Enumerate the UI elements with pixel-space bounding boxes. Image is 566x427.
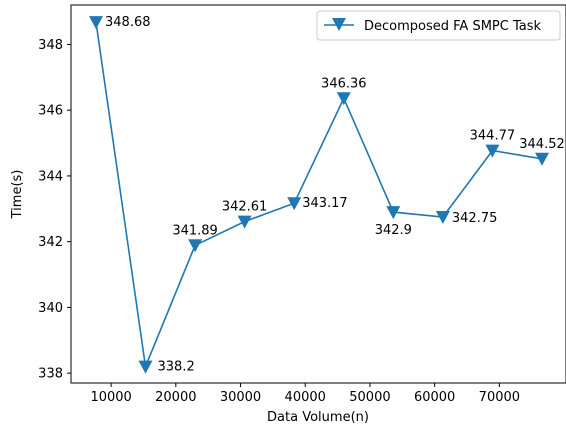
y-tick-label: 344 — [38, 169, 63, 184]
series-layer — [89, 16, 549, 374]
y-tick-label: 348 — [38, 38, 63, 53]
y-tick-label: 342 — [38, 235, 63, 250]
x-tick-label: 10000 — [90, 390, 131, 405]
y-tick-label: 338 — [38, 367, 63, 382]
data-label: 343.17 — [302, 196, 348, 211]
data-point-marker — [89, 16, 103, 30]
data-point-marker — [188, 239, 203, 253]
data-point-marker — [336, 92, 351, 106]
series-line — [95, 21, 543, 370]
x-axis-label: Data Volume(n) — [267, 410, 369, 425]
legend-frame — [316, 10, 561, 41]
y-axis: 338 340 342 344 346 348 — [38, 38, 71, 382]
data-point-marker — [386, 206, 401, 220]
data-point-marker — [287, 197, 302, 211]
plot-frame — [70, 4, 566, 384]
y-tick-label: 346 — [38, 104, 63, 119]
data-label: 342.75 — [452, 211, 498, 226]
data-label: 338.2 — [158, 360, 195, 375]
data-label: 342.61 — [222, 200, 268, 215]
legend: Decomposed FA SMPC Task — [316, 10, 561, 41]
data-labels: 348.68 338.2 341.89 342.61 343.17 346.36 342.9… — [105, 15, 565, 375]
data-point-marker — [435, 211, 450, 224]
data-label: 344.77 — [470, 129, 516, 144]
x-tick-label: 50000 — [349, 390, 390, 405]
data-point-marker — [237, 215, 252, 229]
x-axis: 10000 20000 30000 40000 50000 60000 70000 — [90, 383, 520, 405]
data-label: 348.68 — [105, 15, 151, 30]
data-label: 344.52 — [519, 137, 565, 152]
x-tick-label: 40000 — [285, 390, 326, 405]
legend-triangle-marker — [332, 18, 346, 31]
x-tick-label: 70000 — [479, 390, 520, 405]
legend-entry-label: Decomposed FA SMPC Task — [364, 19, 541, 34]
y-tick-label: 340 — [38, 301, 63, 316]
data-point-marker — [138, 360, 153, 374]
data-label: 346.36 — [321, 76, 367, 91]
data-label: 341.89 — [172, 223, 218, 238]
data-label: 342.9 — [375, 223, 412, 238]
x-tick-label: 30000 — [220, 390, 261, 405]
data-point-marker — [535, 152, 549, 166]
x-tick-label: 60000 — [414, 390, 455, 405]
x-tick-label: 20000 — [155, 390, 196, 405]
data-point-marker — [485, 144, 500, 158]
y-axis-label: Time(s) — [10, 170, 25, 220]
